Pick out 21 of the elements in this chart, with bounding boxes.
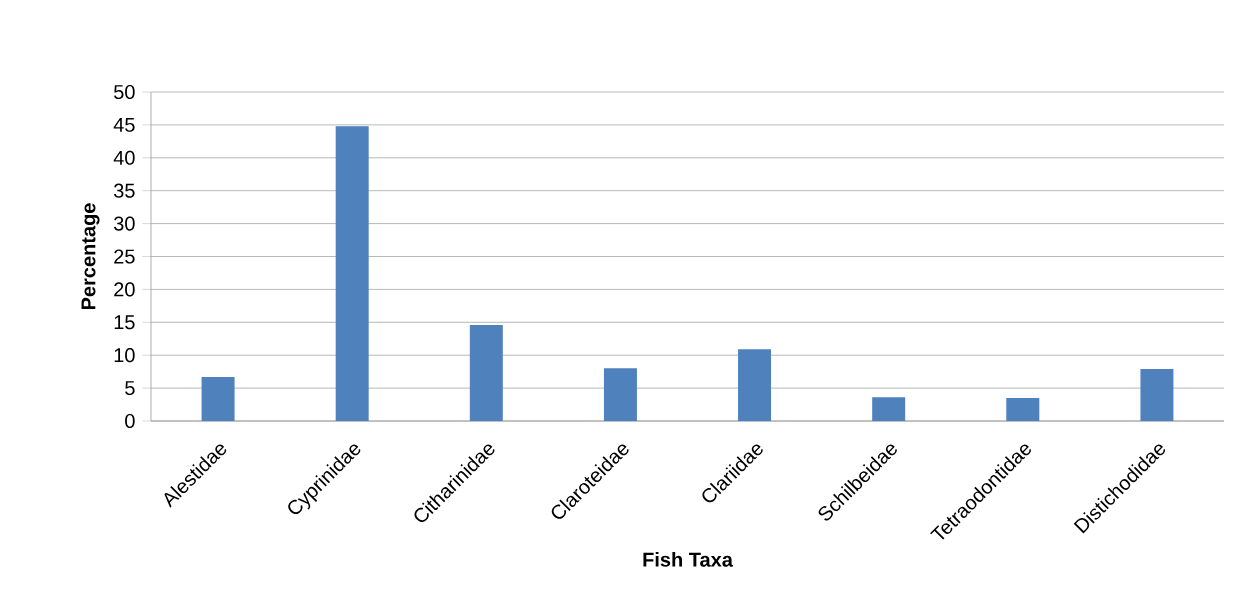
bar	[1140, 369, 1174, 421]
bar	[1006, 397, 1040, 421]
y-tick-label: 15	[114, 315, 135, 330]
y-tick-label: 45	[113, 117, 135, 132]
y-tick-label: 5	[125, 381, 135, 396]
bar	[201, 376, 235, 421]
y-axis-title: Percentage	[81, 203, 100, 310]
y-tick-label: 10	[114, 348, 135, 363]
y-tick-label: 25	[114, 249, 135, 264]
bar	[738, 349, 772, 421]
y-tick-label: 50	[114, 84, 135, 100]
y-tick-label: 35	[113, 183, 135, 198]
y-tick-label: 40	[113, 150, 135, 165]
y-tick-label: 0	[125, 413, 135, 429]
bar	[335, 126, 369, 421]
y-tick-label: 30	[113, 216, 135, 231]
y-tick-label: 20	[114, 282, 135, 297]
x-axis-title: Fish Taxa	[643, 552, 734, 567]
bar	[872, 397, 906, 421]
bar	[469, 324, 503, 421]
bar	[603, 368, 637, 421]
